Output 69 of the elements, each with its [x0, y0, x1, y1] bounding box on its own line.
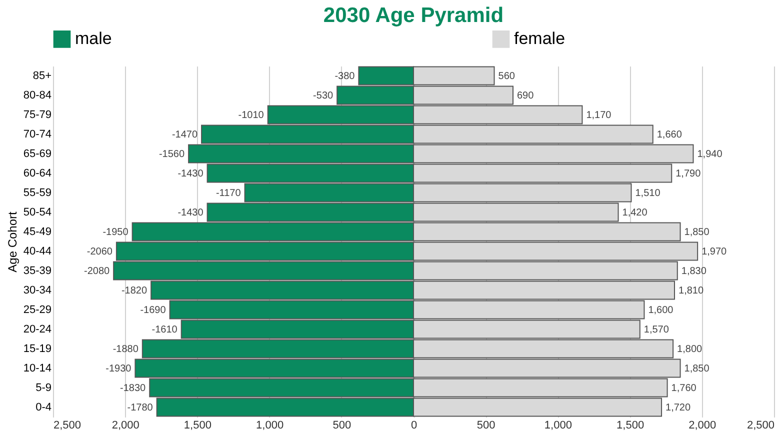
data-label: 1,510 — [635, 188, 661, 199]
data-label: 690 — [517, 90, 534, 102]
y-axis-title: Age Cohort — [5, 210, 20, 272]
data-label: -1610 — [152, 324, 178, 336]
x-tick-label: 1,500 — [616, 420, 644, 432]
data-label: 560 — [498, 70, 516, 82]
y-tick-label: 20-24 — [23, 323, 52, 336]
data-label: 1,940 — [697, 148, 723, 160]
x-tick-label: 2,500 — [54, 420, 82, 432]
y-tick-label: 55-59 — [23, 186, 52, 199]
y-tick-label: 85+ — [32, 70, 52, 82]
x-tick-label: 1,500 — [184, 420, 212, 432]
x-tick-label: 1,000 — [544, 420, 572, 432]
data-label: -1430 — [178, 207, 204, 218]
data-label: 1,720 — [666, 402, 691, 414]
data-label: 1,850 — [684, 363, 710, 374]
data-label: -2080 — [84, 266, 110, 277]
data-label: 1,660 — [656, 129, 682, 140]
y-tick-label: 5-9 — [36, 382, 52, 394]
data-label: 1,600 — [648, 304, 674, 316]
data-label: -1560 — [158, 148, 185, 160]
x-tick-label: 2,500 — [746, 420, 774, 432]
data-label: -1930 — [106, 363, 132, 374]
data-label: 1,830 — [681, 266, 707, 277]
data-label: 1,570 — [644, 324, 670, 336]
x-tick-label: 500 — [332, 420, 352, 432]
data-label: -1470 — [172, 129, 198, 140]
data-label: -1430 — [178, 168, 204, 180]
data-label: 1,810 — [678, 285, 704, 296]
y-tick-label: 15-19 — [23, 342, 52, 355]
x-tick-label: 500 — [476, 420, 496, 432]
data-label: 1,800 — [677, 344, 703, 355]
y-tick-label: 60-64 — [23, 167, 52, 180]
y-tick-label: 80-84 — [23, 89, 52, 102]
data-label: -1690 — [140, 304, 166, 316]
x-tick-label: 2,000 — [688, 420, 716, 432]
data-label: -1170 — [216, 188, 242, 199]
x-tick-label: 2,000 — [112, 420, 140, 432]
legend-label: female — [514, 29, 566, 48]
y-tick-label: 45-49 — [23, 226, 52, 238]
data-label: 1,790 — [676, 168, 702, 180]
x-tick-label: 0 — [410, 420, 418, 432]
data-label: -1950 — [102, 226, 129, 238]
y-tick-label: 0-4 — [36, 401, 52, 414]
data-label: -530 — [313, 90, 334, 102]
data-label: -380 — [334, 70, 356, 82]
y-tick-label: 75-79 — [23, 108, 52, 121]
data-label: 1,170 — [586, 110, 612, 121]
data-label: -1010 — [238, 110, 264, 121]
data-label: -1880 — [112, 344, 139, 355]
y-tick-label: 25-29 — [23, 304, 52, 316]
data-label: -1830 — [120, 382, 146, 394]
y-tick-label: 70-74 — [23, 128, 52, 140]
y-tick-label: 40-44 — [23, 245, 52, 258]
data-label: 1,420 — [622, 207, 648, 218]
data-label: 1,970 — [702, 246, 728, 258]
y-tick-label: 30-34 — [23, 284, 52, 296]
data-label: 1,850 — [684, 226, 710, 238]
data-label: -2060 — [86, 246, 113, 258]
y-tick-label: 35-39 — [23, 264, 52, 277]
y-tick-label: 65-69 — [23, 148, 52, 160]
y-tick-label: 50-54 — [23, 206, 52, 218]
data-label: 1,760 — [671, 382, 697, 394]
x-tick-label: 1,000 — [256, 420, 284, 432]
data-label: -1780 — [127, 402, 154, 414]
data-label: -1820 — [121, 285, 148, 296]
y-tick-label: 10-14 — [23, 362, 52, 374]
chart-title: 2030 Age Pyramid — [323, 4, 504, 27]
legend-label: male — [75, 29, 112, 48]
